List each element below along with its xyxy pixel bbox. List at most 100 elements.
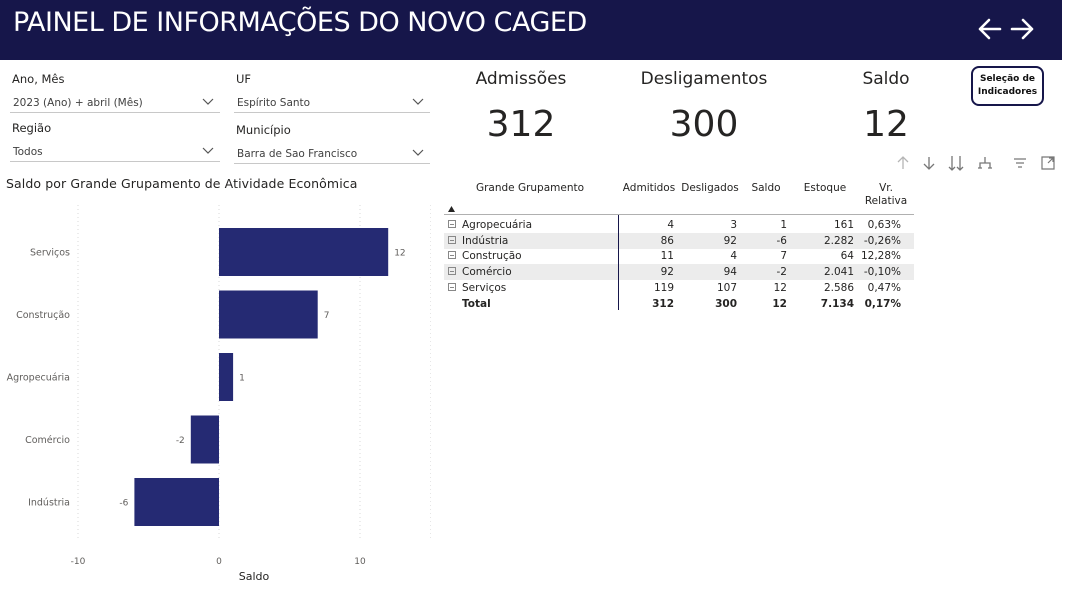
- data-label: -2: [176, 436, 185, 446]
- bar[interactable]: [134, 478, 219, 526]
- row-desligados: 3: [730, 219, 737, 231]
- data-label: -6: [119, 499, 128, 509]
- expand-icon[interactable]: [448, 267, 456, 275]
- row-saldo: 1: [780, 219, 787, 231]
- bar[interactable]: [219, 228, 389, 276]
- row-desligados: 107: [716, 282, 737, 294]
- chevron-down-icon: [412, 149, 424, 156]
- row-vr-relativa: -0,26%: [863, 235, 901, 247]
- selecao-line-2: Indicadores: [977, 87, 1038, 97]
- category-label: Serviços: [30, 248, 70, 259]
- ano-mes-label: Ano, Mês: [12, 72, 65, 86]
- row-vr-relativa: 0,63%: [867, 219, 901, 231]
- row-saldo: 12: [773, 282, 787, 294]
- expand-icon[interactable]: [448, 220, 456, 228]
- expand-icon[interactable]: [448, 283, 456, 291]
- row-name: Construção: [462, 250, 522, 262]
- ano-mes-slicer[interactable]: 2023 (Ano) + abril (Mês): [10, 93, 220, 113]
- x-axis-label: Saldo: [239, 570, 270, 583]
- col-header-vr-relativa[interactable]: Vr. Relativa: [864, 182, 908, 207]
- chevron-down-icon: [202, 98, 214, 105]
- municipio-label: Município: [236, 123, 291, 137]
- category-label: Indústria: [28, 498, 70, 509]
- uf-slicer[interactable]: Espírito Santo: [234, 93, 430, 113]
- row-admitidos: 92: [660, 266, 674, 278]
- table-row[interactable]: Agropecuária 4 3 1 161 0,63%: [444, 217, 914, 233]
- expand-all-down-icon[interactable]: [947, 154, 965, 174]
- category-label: Construção: [16, 310, 70, 321]
- category-label: Agropecuária: [7, 373, 70, 384]
- x-tick-label: 0: [216, 557, 222, 567]
- selecao-line-1: Seleção de: [979, 74, 1036, 84]
- table-row[interactable]: Construção 11 4 7 64 12,28%: [444, 248, 914, 264]
- bar[interactable]: [219, 353, 234, 401]
- page-header: PAINEL DE INFORMAÇÕES DO NOVO CAGED: [0, 0, 1062, 60]
- ano-mes-value: 2023 (Ano) + abril (Mês): [13, 97, 143, 109]
- row-saldo: -2: [776, 266, 787, 278]
- row-name: Serviços: [462, 282, 507, 294]
- x-tick-label: -10: [71, 557, 86, 567]
- regiao-label: Região: [12, 121, 52, 135]
- table-header-divider: [444, 214, 914, 215]
- page-title: PAINEL DE INFORMAÇÕES DO NOVO CAGED: [13, 7, 587, 38]
- saldo-label: Saldo: [862, 69, 910, 89]
- focus-mode-icon[interactable]: [1039, 154, 1057, 174]
- total-admitidos: 312: [652, 298, 674, 310]
- row-estoque: 64: [840, 250, 854, 262]
- col-header-desligados[interactable]: Desligados: [681, 182, 739, 194]
- municipio-slicer[interactable]: Barra de Sao Francisco: [234, 144, 430, 164]
- admissoes-label: Admissões: [475, 69, 567, 89]
- row-saldo: -6: [776, 235, 787, 247]
- row-admitidos: 119: [653, 282, 674, 294]
- saldo-bar-chart: -10 0 10 Serviços 12 Construção 7 Agropecuária 1…: [7, 205, 431, 583]
- data-label: 7: [324, 311, 330, 321]
- col-header-admitidos[interactable]: Admitidos: [622, 182, 676, 194]
- bar[interactable]: [219, 290, 318, 339]
- hierarchy-icon[interactable]: [976, 154, 994, 174]
- row-vr-relativa: -0,10%: [863, 266, 901, 278]
- table-row[interactable]: Serviços 119 107 12 2.586 0,47%: [444, 280, 914, 296]
- municipio-value: Barra de Sao Francisco: [237, 148, 358, 160]
- row-desligados: 4: [730, 250, 737, 262]
- total-vr-relativa: 0,17%: [864, 298, 901, 310]
- table-row[interactable]: Comércio 92 94 -2 2.041 -0,10%: [444, 264, 914, 280]
- col-header-estoque[interactable]: Estoque: [803, 182, 847, 194]
- row-name: Agropecuária: [462, 219, 533, 231]
- total-label: Total: [462, 298, 491, 310]
- table-row[interactable]: Indústria 86 92 -6 2.282 -0,26%: [444, 233, 914, 249]
- row-admitidos: 11: [660, 250, 674, 262]
- row-name: Indústria: [462, 235, 509, 247]
- uf-label: UF: [236, 72, 252, 86]
- total-estoque: 7.134: [820, 298, 854, 310]
- desligamentos-value: 300: [669, 104, 739, 145]
- arrow-right-icon[interactable]: [1010, 15, 1036, 43]
- expand-icon[interactable]: [448, 236, 456, 244]
- drill-down-icon[interactable]: [920, 154, 938, 174]
- row-vr-relativa: 0,47%: [867, 282, 901, 294]
- row-estoque: 2.282: [823, 235, 854, 247]
- row-admitidos: 4: [667, 219, 674, 231]
- row-estoque: 2.586: [823, 282, 854, 294]
- selecao-indicadores-button[interactable]: Seleção de Indicadores: [971, 66, 1044, 106]
- chevron-down-icon: [412, 98, 424, 105]
- filter-icon[interactable]: [1011, 154, 1029, 174]
- x-tick-label: 10: [354, 557, 366, 567]
- row-admitidos: 86: [660, 235, 674, 247]
- table-total-row: Total 312 300 12 7.134 0,17%: [444, 296, 914, 312]
- arrow-left-icon[interactable]: [976, 15, 1002, 43]
- row-name: Comércio: [462, 266, 512, 278]
- row-estoque: 161: [833, 219, 854, 231]
- col-header-grande-grupamento[interactable]: Grande Grupamento: [475, 182, 585, 194]
- chart-title: Saldo por Grande Grupamento de Atividade…: [6, 176, 358, 191]
- col-header-saldo[interactable]: Saldo: [751, 182, 781, 194]
- drill-up-icon[interactable]: [894, 154, 912, 174]
- row-vr-relativa: 12,28%: [860, 250, 901, 262]
- data-label: 1: [239, 374, 245, 384]
- sort-ascending-icon[interactable]: [447, 205, 456, 213]
- regiao-slicer[interactable]: Todos: [10, 142, 220, 162]
- expand-icon[interactable]: [448, 251, 456, 259]
- category-label: Comércio: [25, 435, 70, 446]
- bar[interactable]: [190, 415, 219, 464]
- saldo-value: 12: [863, 104, 909, 145]
- admissoes-value: 312: [486, 104, 556, 145]
